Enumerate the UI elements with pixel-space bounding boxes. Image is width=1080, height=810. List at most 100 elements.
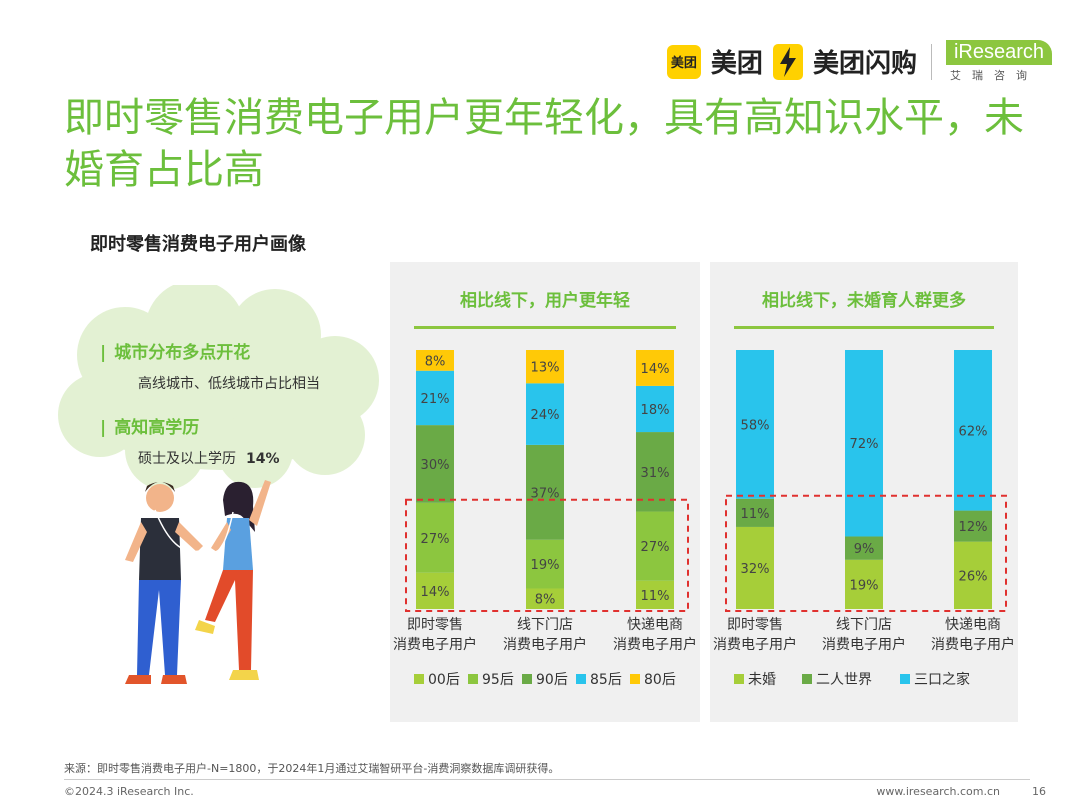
marital-chart-category-label-1-1: 即时零售 — [727, 617, 783, 633]
marital-chart-label-二人世界-2: 9% — [854, 542, 875, 557]
page-title: 即时零售消费电子用户更年轻化，具有高知识水平，未婚育占比高 — [64, 95, 1024, 193]
highlight-1-text: 高线城市、低线城市占比相当 — [138, 376, 320, 392]
age-chart-bar-00后-1 — [416, 572, 454, 609]
age-chart-category-label-1-2: 消费电子用户 — [393, 636, 477, 653]
marital-chart-legend-swatch-三口之家 — [900, 674, 910, 684]
marital-chart-legend-label-未婚: 未婚 — [748, 672, 776, 688]
marital-chart-title: 相比线下，未婚育人群更多 — [762, 291, 966, 311]
page-number: 16 — [1032, 785, 1046, 798]
age-chart-svg: 14% 27% 30% 21% 8% 即时零售消费电子用户 8% 19% 37% 24% 13% 线下… — [393, 350, 697, 688]
people-illustration — [125, 480, 271, 684]
marital-chart-category-label-2-2: 消费电子用户 — [822, 636, 906, 653]
age-chart-label-85后-2: 24% — [531, 408, 560, 423]
marital-chart-label-二人世界-3: 12% — [959, 520, 988, 535]
age-chart-panel: 相比线下，用户更年轻 14% 27% 30% 21% 8% 即时零售 消费电子用户 8% 19%… — [390, 262, 700, 722]
age-chart-label-80后-1: 8% — [425, 354, 446, 369]
marital-chart-bar-三口之家-2 — [845, 350, 883, 537]
section-subtitle: 即时零售消费电子用户画像 — [90, 234, 306, 255]
age-chart-bar-90后-3 — [636, 432, 674, 512]
age-chart-label-95后-1: 27% — [421, 532, 450, 547]
age-chart-bar-85后-3 — [636, 385, 674, 433]
age-chart-bar-95后-3 — [636, 511, 674, 581]
marital-chart-legend-swatch-二人世界 — [802, 674, 812, 684]
age-chart-bar-85后-1 — [416, 370, 454, 426]
marital-chart-category-label-3-2: 消费电子用户 — [931, 636, 1015, 653]
iresearch-logo-cn: 艾瑞咨询 — [949, 69, 1038, 82]
age-chart-label-90后-1: 30% — [421, 458, 450, 473]
marital-chart-bar-未婚-1 — [736, 526, 774, 609]
age-chart-bar-80后-1 — [416, 350, 454, 371]
age-chart-category-label-3-1: 快递电商 — [627, 617, 683, 633]
age-chart-bar-90后-2 — [526, 444, 564, 540]
logo-divider — [930, 43, 932, 80]
age-chart-label-00后-3: 11% — [641, 589, 670, 604]
age-chart-category-label-2-1: 线下门店 — [517, 617, 573, 633]
age-chart-category-label-3-2: 消费电子用户 — [613, 636, 697, 653]
highlight-2-text: 硕士及以上学历 14% — [138, 451, 280, 467]
marital-chart-label-三口之家-3: 62% — [959, 424, 988, 439]
iresearch-logo-text: iResearch — [945, 40, 1052, 65]
marital-chart-title-underline — [734, 326, 994, 329]
marital-chart-bar-二人世界-2 — [845, 536, 883, 560]
age-chart-legend-swatch-80后 — [630, 674, 640, 684]
footer-divider — [64, 779, 1030, 780]
age-chart-legend-label-00后: 00后 — [428, 672, 460, 688]
age-chart-bar-85后-2 — [526, 383, 564, 445]
footer-copyright: ©2024.3 iResearch Inc. — [64, 785, 194, 798]
footer-website[interactable]: www.iresearch.com.cn — [876, 785, 1000, 798]
marital-chart-label-三口之家-1: 58% — [741, 418, 770, 433]
marital-chart-panel: 相比线下，未婚育人群更多 32% 11% 58% 即时零售消费电子用户 19% 9% 72%… — [710, 262, 1018, 722]
highlight-2-head: | 高知高学历 — [100, 418, 200, 438]
age-chart-category-label-1-1: 即时零售 — [407, 617, 463, 633]
age-chart-legend-swatch-00后 — [414, 674, 424, 684]
header-logos: 美团 美团 美团闪购 iResearch 艾瑞咨询 — [666, 40, 1052, 83]
meituan-shangou-logo-text: 美团闪购 — [812, 49, 917, 79]
age-chart-title-underline — [414, 326, 676, 329]
age-chart-legend-label-95后: 95后 — [482, 672, 514, 688]
marital-chart-bar-二人世界-1 — [736, 498, 774, 527]
age-chart-legend-label-90后: 90后 — [536, 672, 568, 688]
marital-chart-legend-label-三口之家: 三口之家 — [914, 671, 970, 688]
age-chart-label-95后-2: 19% — [531, 558, 560, 573]
marital-chart-label-未婚-3: 26% — [959, 569, 988, 584]
marital-chart-label-二人世界-1: 11% — [741, 507, 770, 522]
age-chart-legend-label-85后: 85后 — [590, 672, 622, 688]
marital-chart-category-label-2-1: 线下门店 — [836, 617, 892, 633]
age-chart-bar-90后-1 — [416, 425, 454, 503]
age-chart-label-00后-2: 8% — [535, 593, 556, 608]
age-chart-bar-80后-2 — [526, 350, 564, 384]
age-chart-highlight-box — [405, 498, 689, 612]
marital-chart-label-三口之家-2: 72% — [850, 437, 879, 452]
age-chart-legend-swatch-95后 — [468, 674, 478, 684]
marital-chart-legend-label-二人世界: 二人世界 — [816, 672, 872, 688]
meituan-logo-text: 美团 — [710, 49, 763, 79]
age-chart-label-95后-3: 27% — [641, 540, 670, 555]
marital-chart-bar-三口之家-3 — [954, 350, 992, 511]
age-chart-bar-00后-3 — [636, 580, 674, 609]
age-chart-label-80后-2: 13% — [531, 361, 560, 376]
age-chart-bar-95后-2 — [526, 539, 564, 589]
marital-chart-bar-二人世界-3 — [954, 510, 992, 542]
age-chart-label-00后-1: 14% — [421, 585, 450, 600]
marital-chart-bar-三口之家-1 — [736, 350, 774, 499]
marital-chart-label-未婚-1: 32% — [741, 562, 770, 577]
marital-chart-bar-未婚-2 — [845, 559, 883, 609]
meituan-logo-icon: 美团 — [666, 44, 701, 79]
highlight-2-value: 14% — [246, 451, 280, 467]
marital-chart-label-未婚-2: 19% — [850, 578, 879, 593]
age-chart-legend-label-80后: 80后 — [644, 672, 676, 688]
footer-source: 来源：即时零售消费电子用户-N=1800，于2024年1月通过艾瑞智研平台-消费… — [64, 762, 560, 775]
age-chart-bar-95后-1 — [416, 502, 454, 573]
age-chart-label-90后-2: 37% — [531, 486, 560, 501]
marital-chart-legend-swatch-未婚 — [734, 674, 744, 684]
age-chart-category-label-2-2: 消费电子用户 — [503, 636, 587, 653]
age-chart-label-80后-3: 14% — [641, 362, 670, 377]
marital-chart-category-label-3-1: 快递电商 — [945, 617, 1001, 633]
iresearch-logo: iResearch 艾瑞咨询 — [945, 40, 1052, 83]
marital-chart-bar-未婚-3 — [954, 541, 992, 609]
age-chart-label-85后-3: 18% — [641, 403, 670, 418]
age-chart-bar-00后-2 — [526, 588, 564, 609]
age-chart-legend-swatch-90后 — [522, 674, 532, 684]
highlights-list: | 城市分布多点开花 高线城市、低线城市占比相当 | 高知高学历 硕士及以上学历 14… — [100, 338, 320, 488]
